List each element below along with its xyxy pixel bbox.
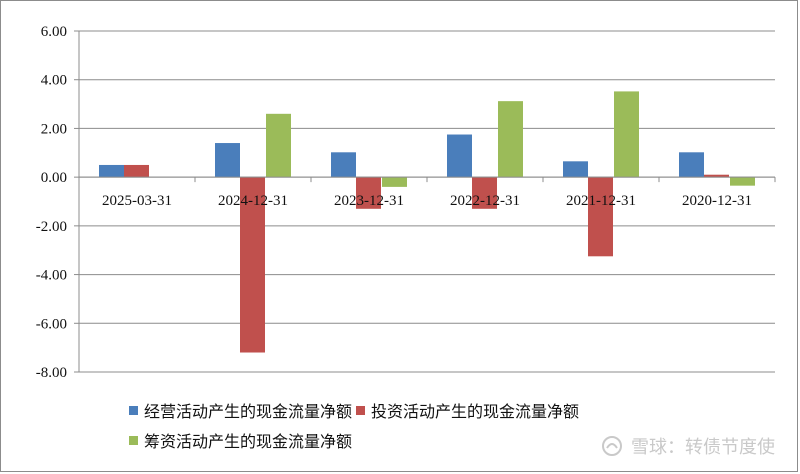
legend-label-financing: 筹资活动产生的现金流量净额: [144, 428, 352, 452]
y-tick-label: 2.00: [41, 121, 67, 137]
bar: [331, 152, 356, 177]
bar: [266, 114, 291, 177]
bar: [382, 177, 407, 187]
bar: [99, 165, 124, 177]
y-tick-label: -4.00: [36, 268, 67, 284]
bar: [679, 152, 704, 177]
legend-label-operating: 经营活动产生的现金流量净额: [144, 398, 352, 422]
category-labels: 2025-03-31 2024-12-31 2023-12-31 2022-12-31…: [102, 193, 752, 209]
bar: [563, 161, 588, 177]
legend-row-1: 经营活动产生的现金流量净额 投资活动产生的现金流量净额: [129, 395, 583, 425]
bar: [498, 101, 523, 177]
snowball-logo-icon: [601, 435, 623, 457]
zero-line: [79, 177, 775, 182]
category-label: 2022-12-31: [450, 193, 520, 209]
bar: [588, 177, 613, 256]
bar: [124, 165, 149, 177]
legend: 经营活动产生的现金流量净额 投资活动产生的现金流量净额 筹资活动产生的现金流量净…: [129, 395, 583, 455]
legend-item-financing: 筹资活动产生的现金流量净额: [129, 428, 352, 452]
watermark: 雪球：转债节度使: [601, 433, 775, 459]
legend-item-investing: 投资活动产生的现金流量净额: [356, 398, 579, 422]
legend-label-investing: 投资活动产生的现金流量净额: [371, 398, 579, 422]
y-tick-label: -2.00: [36, 219, 67, 235]
y-tick-label: 4.00: [41, 73, 67, 89]
category-label: 2023-12-31: [334, 193, 404, 209]
category-label: 2021-12-31: [566, 193, 636, 209]
y-tick-label: 6.00: [41, 24, 67, 40]
category-label: 2025-03-31: [102, 193, 172, 209]
gridlines: [79, 31, 775, 372]
bar: [447, 135, 472, 178]
category-label: 2024-12-31: [218, 193, 288, 209]
y-axis: 6.00 4.00 2.00 0.00 -2.00 -4.00 -6.00 -8.00: [36, 24, 79, 381]
bar: [614, 91, 639, 177]
y-tick-label: -6.00: [36, 316, 67, 332]
category-label: 2020-12-31: [682, 193, 752, 209]
legend-row-2: 筹资活动产生的现金流量净额: [129, 425, 583, 455]
watermark-text: 雪球：转债节度使: [631, 433, 775, 459]
y-tick-label: -8.00: [36, 365, 67, 381]
y-tick-label: 0.00: [41, 170, 67, 186]
legend-swatch-financing: [129, 436, 138, 445]
legend-item-operating: 经营活动产生的现金流量净额: [129, 398, 352, 422]
bar: [730, 177, 755, 186]
bar: [215, 143, 240, 177]
legend-swatch-operating: [129, 406, 138, 415]
bars: [99, 91, 755, 352]
legend-swatch-investing: [356, 406, 365, 415]
